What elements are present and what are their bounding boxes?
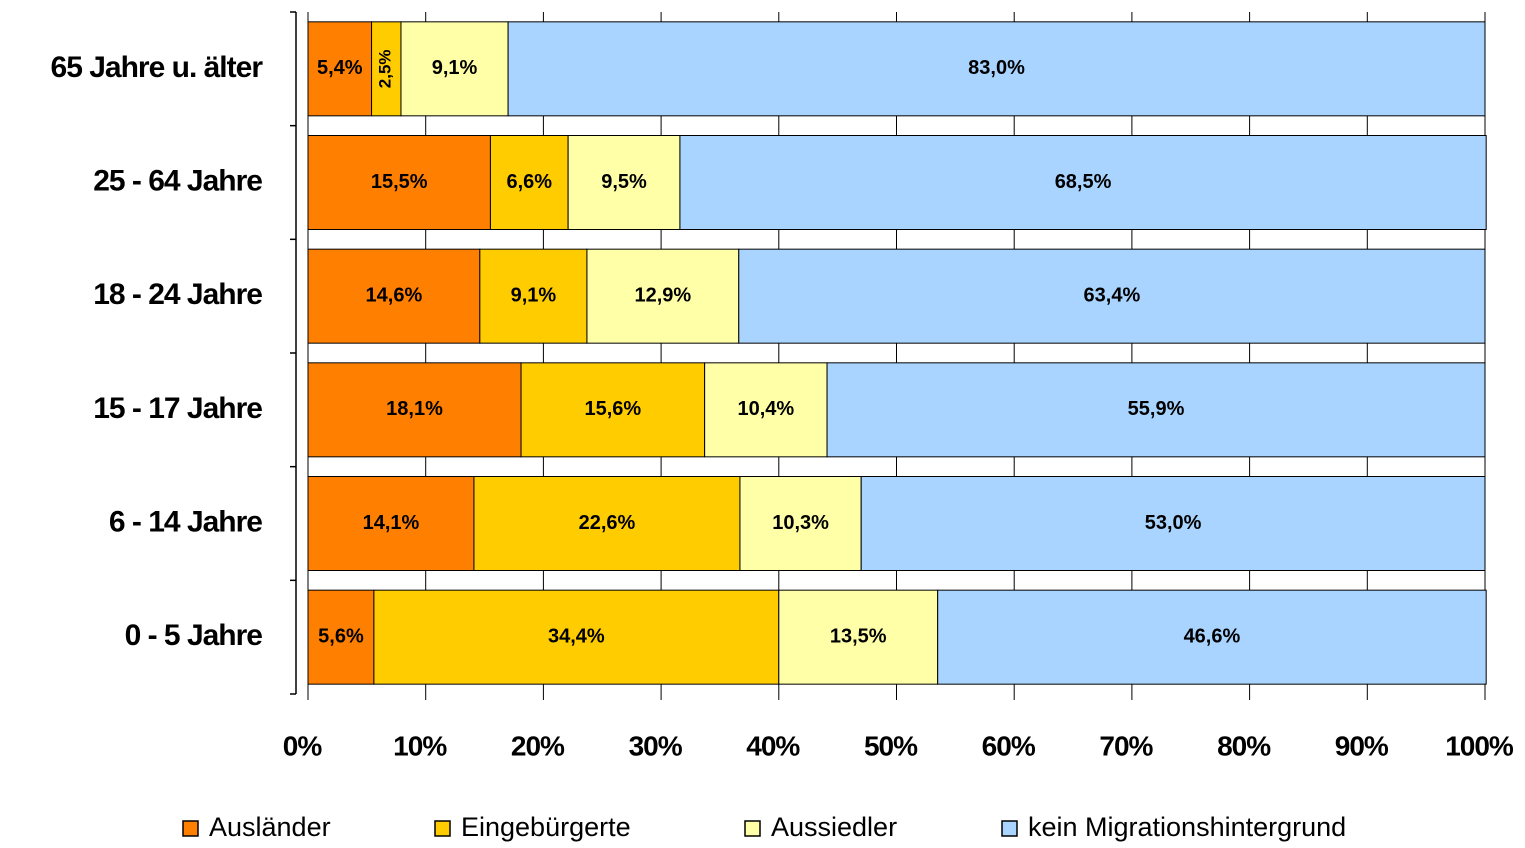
- bar-segment: [704, 362, 828, 458]
- bar-segment: [738, 248, 1486, 344]
- data-label: 9,5%: [601, 171, 647, 193]
- data-label: 6,6%: [506, 171, 552, 193]
- data-label: 10,3%: [772, 512, 829, 534]
- data-label: 34,4%: [548, 625, 605, 647]
- bar-segment: [479, 248, 588, 344]
- category-label: 6 - 14 Jahre: [109, 505, 262, 538]
- x-tick-label: 100%: [1445, 730, 1514, 761]
- bar-segment: [778, 589, 939, 685]
- data-label: 9,1%: [511, 284, 557, 306]
- data-label: 83,0%: [968, 57, 1025, 79]
- data-label: 14,1%: [363, 512, 420, 534]
- data-label: 15,5%: [371, 171, 428, 193]
- data-label: 46,6%: [1184, 625, 1241, 647]
- data-label: 68,5%: [1055, 171, 1112, 193]
- bar-segment: [520, 362, 706, 458]
- bar-segment: [826, 362, 1486, 458]
- legend-label: kein Migrationshintergrund: [1028, 812, 1346, 842]
- x-tick-label: 0%: [283, 730, 323, 761]
- data-label: 22,6%: [579, 512, 636, 534]
- x-tick-label: 50%: [864, 730, 918, 761]
- data-label: 2,5%: [376, 49, 395, 88]
- data-label: 5,4%: [317, 57, 363, 79]
- legend-swatch: [1001, 820, 1018, 837]
- data-label: 15,6%: [584, 398, 641, 420]
- bar-segment: [507, 21, 1486, 117]
- legend-swatch: [744, 820, 761, 837]
- bar-segment: [473, 476, 741, 571]
- data-label: 13,5%: [830, 625, 887, 647]
- data-label: 53,0%: [1145, 512, 1202, 534]
- data-label: 63,4%: [1084, 284, 1141, 306]
- data-label: 9,1%: [432, 57, 478, 79]
- legend-swatch: [434, 820, 451, 837]
- legend-swatch: [182, 820, 199, 837]
- bar-segment: [489, 135, 569, 230]
- x-tick-label: 60%: [982, 730, 1036, 761]
- category-label: 65 Jahre u. älter: [51, 51, 264, 84]
- x-tick-label: 90%: [1335, 730, 1389, 761]
- bar-segment: [307, 248, 481, 344]
- legend-label: Aussiedler: [771, 812, 897, 842]
- legend-label: Ausländer: [209, 812, 331, 842]
- bar-segment: [307, 476, 475, 571]
- bar-segment: [860, 476, 1486, 571]
- data-label: 55,9%: [1128, 398, 1185, 420]
- bar-segment: [307, 589, 375, 685]
- bar-segment: [371, 21, 402, 117]
- category-label: 15 - 17 Jahre: [93, 392, 262, 425]
- x-tick-label: 30%: [629, 730, 683, 761]
- data-label: 18,1%: [386, 398, 443, 420]
- x-tick-label: 20%: [511, 730, 565, 761]
- bar-segment: [679, 135, 1487, 230]
- bar-segment: [307, 21, 373, 117]
- x-tick-label: 40%: [746, 730, 800, 761]
- category-label: 18 - 24 Jahre: [93, 278, 262, 311]
- data-label: 14,6%: [366, 284, 423, 306]
- data-label: 10,4%: [737, 398, 794, 420]
- legend-label: Eingebürgerte: [461, 812, 631, 842]
- x-tick-label: 70%: [1099, 730, 1153, 761]
- x-tick-label: 10%: [393, 730, 447, 761]
- bar-segment: [373, 589, 780, 685]
- x-tick-label: 80%: [1217, 730, 1271, 761]
- category-label: 0 - 5 Jahre: [125, 619, 263, 652]
- bar-segment: [400, 21, 509, 117]
- category-label: 25 - 64 Jahre: [93, 164, 262, 197]
- bar-segment: [567, 135, 681, 230]
- data-label: 5,6%: [318, 625, 364, 647]
- bar-segment: [937, 589, 1487, 685]
- bar-segment: [307, 135, 491, 230]
- bar-segment: [586, 248, 740, 344]
- data-label: 12,9%: [635, 284, 692, 306]
